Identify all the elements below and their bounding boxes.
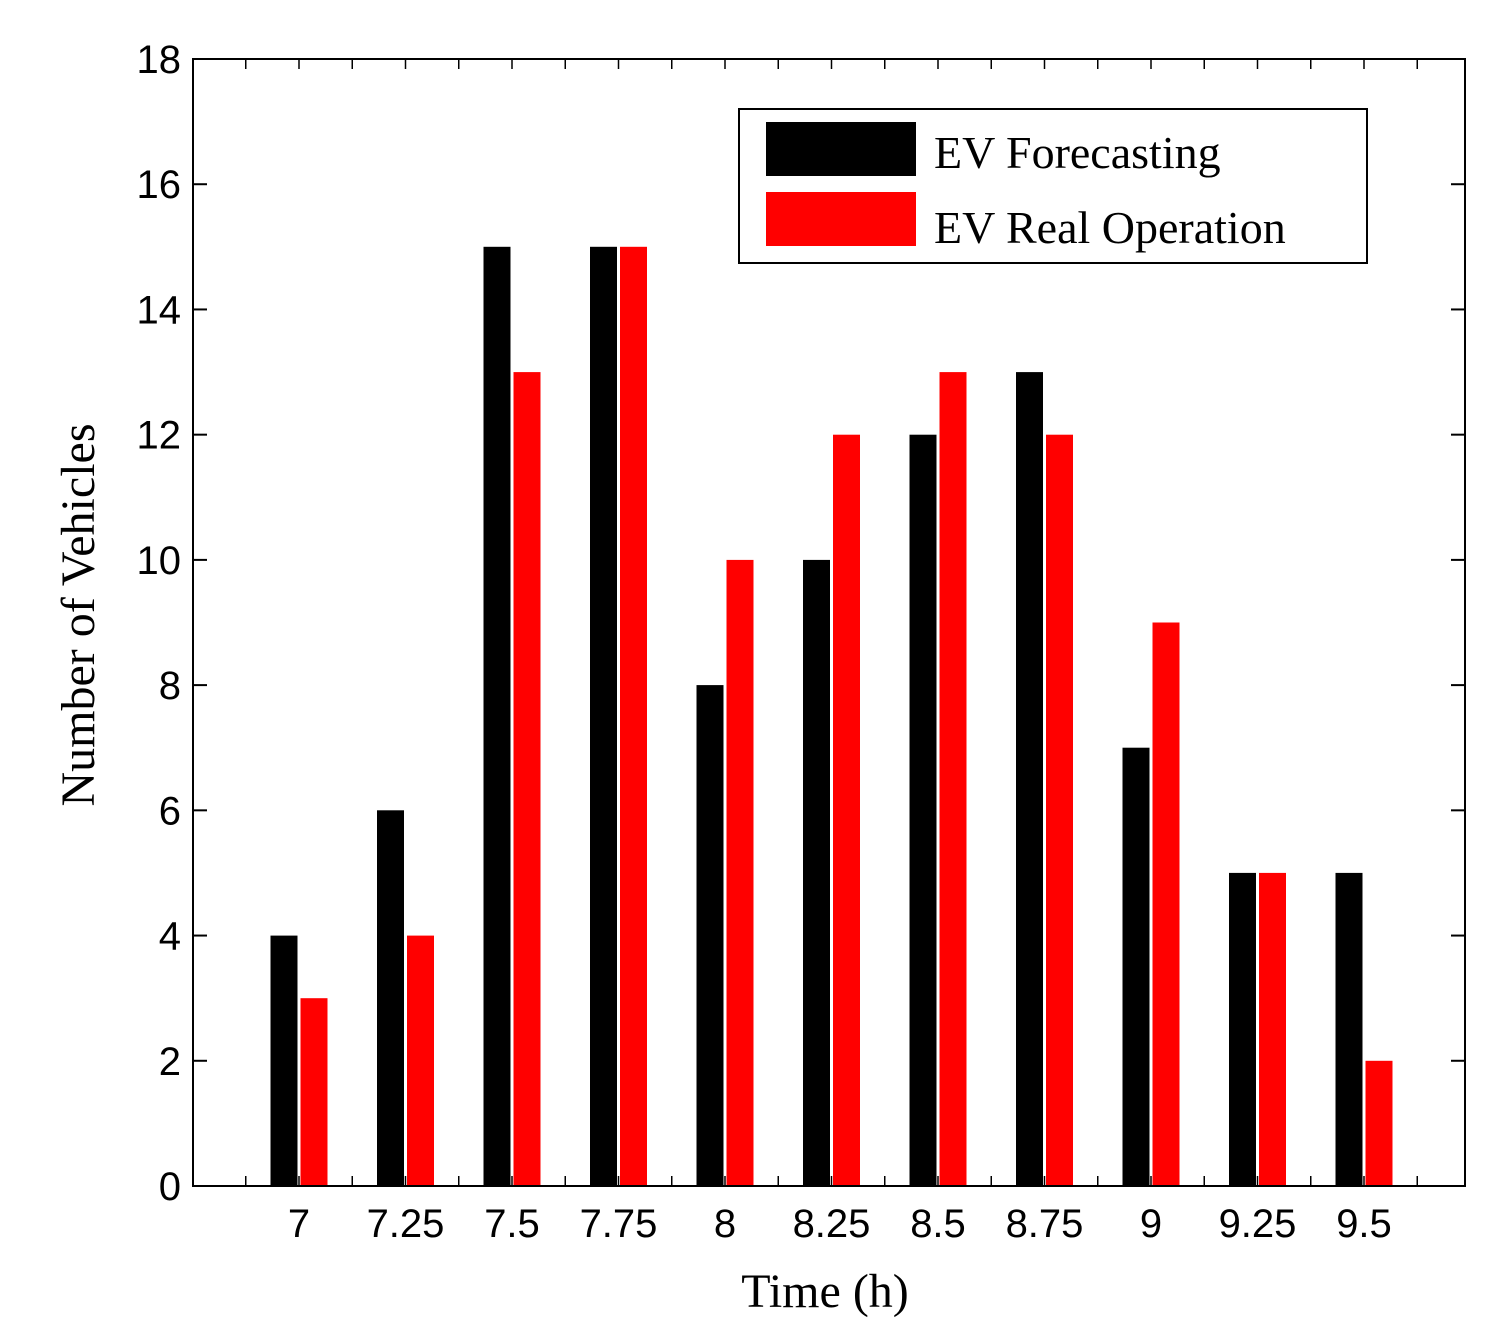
- y-axis-label: Number of Vehicles: [52, 423, 105, 806]
- y-tick-label-14: 14: [137, 288, 182, 332]
- x-tick-label-9-5: 9.5: [1336, 1202, 1392, 1246]
- bar-ev-forecasting-9-25: [1229, 872, 1256, 1186]
- bar-ev-forecasting-7: [270, 935, 298, 1186]
- x-tick-label-7-25: 7.25: [367, 1202, 445, 1246]
- bar-ev-forecasting-9: [1122, 747, 1150, 1186]
- x-axis: 7 7.25 7.5 7.75 8 8.25 8.5 8.75 9 9.25 9.5: [245, 59, 1418, 1246]
- bar-ev-real-operation-7: [300, 998, 328, 1186]
- legend-swatch-ev-real-operation: [766, 192, 916, 246]
- x-tick-label-8: 8: [714, 1202, 736, 1246]
- bar-ev-forecasting-7-5: [483, 246, 511, 1187]
- x-tick-label-7-5: 7.5: [484, 1202, 540, 1246]
- y-tick-label-12: 12: [137, 414, 182, 458]
- legend-swatch-ev-forecasting: [766, 122, 916, 176]
- bar-ev-forecasting-8-75: [1016, 372, 1043, 1187]
- legend-label-ev-real-operation: EV Real Operation: [934, 202, 1286, 253]
- bar-ev-real-operation-8: [726, 559, 754, 1186]
- x-tick-label-9: 9: [1140, 1202, 1162, 1246]
- bar-ev-forecasting-8-25: [803, 559, 830, 1186]
- x-tick-label-7: 7: [288, 1202, 310, 1246]
- bar-ev-real-operation-9: [1152, 622, 1180, 1186]
- legend: EV Forecasting EV Real Operation: [738, 108, 1368, 264]
- bar-ev-real-operation-9-5: [1365, 1060, 1393, 1186]
- y-tick-label-10: 10: [137, 539, 182, 583]
- bar-ev-forecasting-8-5: [909, 434, 937, 1186]
- bar-ev-real-operation-7-75: [620, 246, 647, 1187]
- x-tick-label-8-75: 8.75: [1006, 1202, 1084, 1246]
- y-axis: 0 2 4 6 8 10 12 14 16 18: [137, 38, 1465, 1209]
- bar-ev-forecasting-8: [696, 685, 724, 1186]
- bar-ev-real-operation-8-5: [939, 372, 967, 1187]
- bar-ev-real-operation-8-75: [1046, 434, 1073, 1186]
- x-tick-label-7-75: 7.75: [580, 1202, 658, 1246]
- x-tick-label-8-25: 8.25: [793, 1202, 871, 1246]
- bar-ev-real-operation-9-25: [1259, 872, 1286, 1186]
- bar-ev-real-operation-8-25: [833, 434, 860, 1186]
- bar-ev-forecasting-9-5: [1335, 872, 1363, 1186]
- bar-ev-forecasting-7-25: [377, 810, 404, 1186]
- y-tick-label-4: 4: [159, 915, 181, 959]
- y-tick-label-18: 18: [137, 38, 182, 82]
- y-tick-label-0: 0: [159, 1165, 181, 1209]
- y-tick-label-6: 6: [159, 789, 181, 833]
- x-tick-label-9-25: 9.25: [1219, 1202, 1297, 1246]
- bar-ev-real-operation-7-5: [513, 372, 541, 1187]
- y-tick-label-8: 8: [159, 664, 181, 708]
- bar-ev-real-operation-7-25: [407, 935, 434, 1186]
- bars-group: [270, 246, 1393, 1187]
- legend-label-ev-forecasting: EV Forecasting: [934, 127, 1221, 178]
- x-tick-label-8-5: 8.5: [910, 1202, 966, 1246]
- x-axis-label: Time (h): [741, 1265, 909, 1318]
- plot-area-frame: [192, 58, 1466, 1187]
- y-tick-label-16: 16: [137, 163, 182, 207]
- bar-ev-forecasting-7-75: [590, 246, 617, 1187]
- y-tick-label-2: 2: [159, 1040, 181, 1084]
